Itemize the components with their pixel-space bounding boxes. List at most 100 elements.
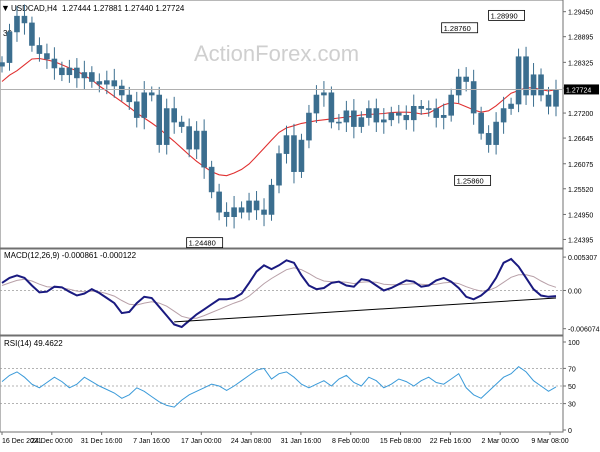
candle-body <box>425 108 432 110</box>
candle-body <box>89 72 95 82</box>
candle-body <box>336 121 342 124</box>
candle-body <box>104 80 110 85</box>
candle-body <box>268 184 275 215</box>
price-tick-label: 1.27200 <box>568 111 593 118</box>
macd-trendline <box>174 297 557 323</box>
price-panel: ▼ USDCAD,H4 1.27444 1.27881 1.27440 1.27… <box>0 0 599 249</box>
candle-body <box>223 211 230 218</box>
price-tick-label: 1.28895 <box>568 35 593 42</box>
header-dropdown-icon[interactable]: ▼ <box>1 3 10 13</box>
candle-body <box>0 62 5 67</box>
candle-body <box>373 108 380 123</box>
price-axis: 1.294501.288951.283251.277551.272001.266… <box>0 10 599 244</box>
candle-body <box>261 209 267 215</box>
rsi-line <box>0 365 563 408</box>
candle-body <box>395 112 402 116</box>
candle-body <box>470 81 477 114</box>
candle-body <box>523 56 529 96</box>
candle-body <box>306 112 312 141</box>
rsi-tick-label: 30 <box>568 402 576 409</box>
price-annotation-label: 1.28990 <box>491 11 518 20</box>
candle-body <box>298 139 305 172</box>
price-annotations: 1.28990 1.28760 1.25860 1.24480 <box>186 9 525 249</box>
candle-body <box>193 130 200 150</box>
candle-body <box>14 15 20 33</box>
candle-body <box>141 92 148 118</box>
rsi-tick-label: 70 <box>568 366 576 373</box>
candle-body <box>328 92 335 123</box>
candle-body <box>283 135 290 154</box>
macd-axis: 0.005307 0.00 -0.006074 <box>563 255 600 334</box>
time-tick-label: 7 Jan 16:00 <box>133 438 170 445</box>
chart-symbol: USDCAD,H4 <box>11 4 58 13</box>
rsi-tick-label: 100 <box>568 340 580 347</box>
time-tick-label: 8 Feb 00:00 <box>332 438 369 445</box>
candle-body <box>455 76 462 96</box>
candle-body <box>148 92 155 96</box>
candle-body <box>478 112 484 134</box>
candle-body <box>291 135 297 172</box>
time-tick-label: 15 Feb 08:00 <box>380 438 421 445</box>
price-tick-label: 1.28325 <box>568 60 593 67</box>
time-tick-label: 2 Mar 00:00 <box>482 438 519 445</box>
macd-main-line <box>1 257 557 329</box>
candle-body <box>6 31 13 63</box>
price-tick-label: 1.24950 <box>568 212 593 219</box>
macd-tick-label: 0.00 <box>568 288 582 295</box>
candle-body <box>231 207 237 218</box>
candle-body <box>351 110 357 127</box>
candle-body <box>321 92 327 96</box>
candle-body <box>553 89 559 107</box>
rsi-panel: RSI(14) 49.4622 100 70 50 30 0 <box>0 335 580 435</box>
candle-body <box>29 22 35 46</box>
price-tick-label: 1.26075 <box>568 162 593 169</box>
time-tick-label: 24 Jan 08:00 <box>231 438 272 445</box>
candle-body <box>178 121 185 127</box>
candle-body <box>433 108 440 118</box>
current-price-box <box>564 84 599 95</box>
rsi-tick-label: 50 <box>568 384 576 391</box>
candle-body <box>126 94 133 103</box>
price-tick-label: 1.25520 <box>568 187 593 194</box>
candles <box>0 4 559 229</box>
candle-body <box>186 126 192 150</box>
candle-body <box>118 85 125 96</box>
candle-body <box>508 103 514 109</box>
candle-body <box>253 200 260 211</box>
candle-body <box>246 200 252 213</box>
candle-body <box>313 94 320 114</box>
candle-body <box>388 112 395 121</box>
watermark: ActionForex.com <box>194 41 359 66</box>
price-tick-label: 1.29450 <box>568 10 593 17</box>
candle-body <box>276 153 282 186</box>
candle-body <box>418 105 425 109</box>
candle-body <box>463 76 469 82</box>
rsi-tick-label: 0 <box>568 428 572 435</box>
candle-body <box>381 119 387 123</box>
time-tick-label: 9 Mar 08:00 <box>531 438 568 445</box>
candle-body <box>111 80 118 87</box>
candle-body <box>410 105 417 121</box>
macd-tick-label: 0.005307 <box>568 255 597 262</box>
candle-body <box>343 110 350 123</box>
candle-body <box>163 108 170 145</box>
candle-body <box>530 74 537 96</box>
candle-body <box>403 115 410 121</box>
rsi-main-line <box>1 365 557 408</box>
time-tick-label: 31 Jan 16:00 <box>281 438 322 445</box>
time-tick-label: 31 Dec 16:00 <box>81 438 123 445</box>
candle-body <box>238 207 245 213</box>
candle-body <box>201 130 207 168</box>
candle-body <box>44 53 50 60</box>
candle-body <box>156 94 163 145</box>
time-tick-label: 16 Dec 2021 <box>2 438 42 445</box>
macd-title: MACD(12,26,9) -0.000861 -0.000122 <box>4 251 137 260</box>
candle-body <box>208 166 215 193</box>
candle-body <box>21 15 28 24</box>
candle-body <box>440 115 447 118</box>
candle-body <box>96 81 103 85</box>
candle-body <box>366 108 372 118</box>
